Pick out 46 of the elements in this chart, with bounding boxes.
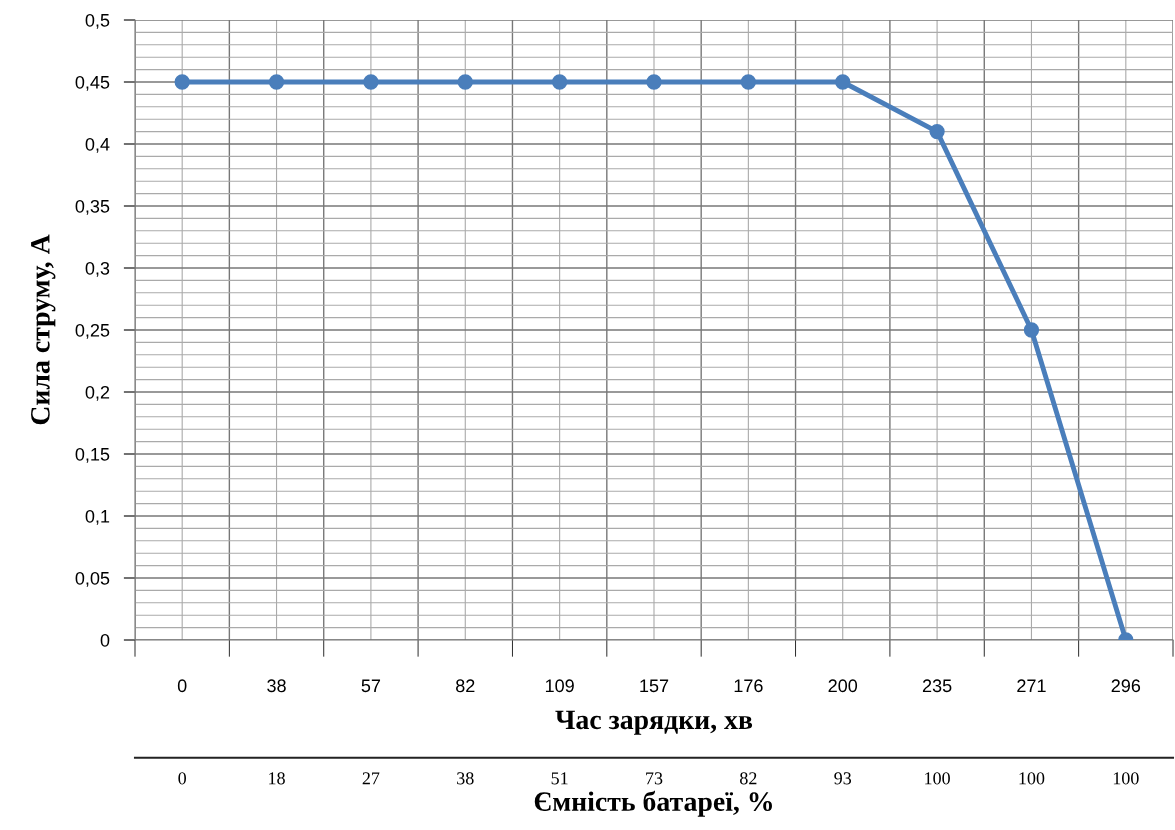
point <box>174 74 190 90</box>
text: 51 <box>551 772 568 785</box>
point <box>646 74 662 90</box>
point <box>1023 322 1040 338</box>
text: 18 <box>269 772 285 785</box>
point <box>363 74 379 90</box>
point <box>835 74 851 90</box>
y-tick-label: 0,2 <box>85 385 110 401</box>
y-tick-label: 0,1 <box>85 509 110 525</box>
text: 93 <box>834 772 852 785</box>
text: 100 <box>1019 772 1045 785</box>
y-tick-label: 0,25 <box>75 323 110 339</box>
y-tick-label: 0,3 <box>85 261 110 277</box>
x-tick-label: 57 <box>361 679 381 693</box>
point <box>740 74 757 90</box>
x2-axis-title: Ємність батареї, % <box>534 790 772 817</box>
y-tick-label: 0,35 <box>75 199 110 215</box>
text: 0 <box>178 772 187 785</box>
text: 82 <box>740 772 757 785</box>
point <box>457 74 473 90</box>
text: 100 <box>1113 772 1139 785</box>
y-axis-title: Сила струму, А <box>31 234 56 425</box>
x-tick-label: 0 <box>177 679 187 693</box>
x-tick-label: 235 <box>922 679 952 693</box>
x-tick-label: 82 <box>456 679 475 693</box>
x-tick-label: 271 <box>1017 679 1046 692</box>
point <box>929 123 945 140</box>
x-tick-label: 157 <box>640 679 669 693</box>
x-axis-title: Час зарядки, хв <box>555 710 753 735</box>
y-tick-label: 0,05 <box>75 571 110 587</box>
text: 100 <box>925 772 950 785</box>
y-tick-label: 0,4 <box>85 137 110 153</box>
x-tick-label: 200 <box>828 679 858 693</box>
text: 27 <box>362 772 380 785</box>
point <box>268 74 285 90</box>
x-tick-label: 296 <box>1111 679 1141 693</box>
y-tick-label: 0,5 <box>85 13 110 29</box>
y-tick-label: 0,45 <box>75 75 110 91</box>
x-tick-label: 109 <box>545 679 574 693</box>
y-tick-label: 0 <box>100 633 110 647</box>
x-tick-label: 38 <box>267 679 286 693</box>
text: 38 <box>457 772 474 785</box>
point <box>551 74 568 90</box>
y-tick-label: 0,15 <box>75 447 110 463</box>
x-tick-label: 176 <box>734 679 763 693</box>
text: 73 <box>646 772 663 785</box>
